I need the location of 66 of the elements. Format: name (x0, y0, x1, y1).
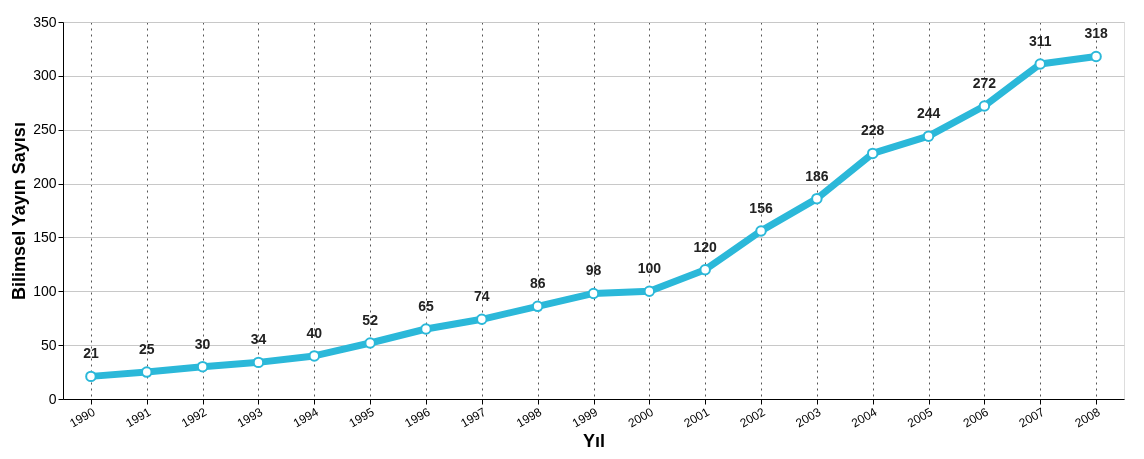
data-label: 40 (306, 324, 323, 341)
point (196, 360, 209, 373)
x-tick-label: 1999 (569, 404, 601, 431)
x-tick-label: 1994 (290, 404, 322, 431)
data-label: 52 (362, 311, 379, 328)
x-tick-label: 1997 (458, 404, 489, 431)
data-label: 244 (916, 105, 941, 122)
y-tick-label: 100 (33, 282, 57, 299)
point (420, 323, 432, 335)
point (699, 264, 711, 276)
point (587, 287, 600, 300)
x-tick-label: 1993 (234, 404, 266, 431)
x-tick-label: 1998 (514, 404, 545, 431)
x-tick-label: 2004 (849, 404, 880, 431)
point (364, 337, 376, 349)
y-tick-label: 0 (48, 390, 57, 407)
data-label: 272 (972, 75, 997, 92)
data-label: 100 (637, 260, 662, 277)
y-tick-label: 250 (33, 121, 57, 138)
point (141, 366, 153, 378)
y-tick-label: 150 (33, 228, 57, 245)
data-label: 30 (194, 335, 211, 352)
x-tick-label: 1996 (402, 404, 433, 431)
x-tick-label: 2006 (960, 404, 992, 431)
x-tick-label: 2005 (904, 404, 936, 431)
point (308, 350, 321, 362)
point (85, 370, 97, 383)
data-label: 86 (529, 275, 546, 292)
x-tick-label: 2001 (681, 404, 712, 431)
x-tick-label: 2002 (737, 404, 768, 431)
point (866, 147, 879, 160)
data-label: 98 (585, 262, 602, 279)
y-tick-label: 350 (33, 13, 57, 30)
data-label: 21 (83, 345, 99, 362)
point (476, 313, 488, 326)
data-label: 34 (250, 331, 267, 348)
point (922, 130, 935, 142)
x-tick-label: 1990 (67, 404, 98, 431)
data-label: 311 (1028, 33, 1052, 50)
x-axis-title: Yıl (582, 431, 606, 452)
x-tick-label: 1992 (178, 404, 210, 431)
point (811, 192, 823, 205)
data-label: 186 (805, 167, 829, 184)
x-tick-label: 2003 (793, 404, 824, 431)
x-tick-label: 2000 (625, 404, 657, 431)
point (978, 100, 991, 112)
data-label: 65 (418, 297, 434, 314)
data-label: 74 (474, 288, 490, 305)
data-label: 120 (693, 238, 718, 255)
point (252, 356, 265, 369)
data-label: 228 (861, 122, 885, 139)
y-tick-label: 200 (33, 175, 57, 192)
point (1090, 50, 1102, 63)
x-tick-label: 1995 (346, 404, 377, 431)
point (755, 225, 767, 237)
y-tick-label: 50 (40, 336, 57, 353)
x-tick-label: 2008 (1072, 404, 1103, 431)
data-label: 25 (138, 341, 155, 358)
point (531, 300, 544, 313)
y-tick-label: 300 (33, 67, 57, 84)
y-axis-title: Bilimsel Yayın Sayısı (9, 122, 30, 300)
data-label: 318 (1084, 25, 1108, 42)
point (643, 285, 656, 298)
data-label: 156 (749, 199, 773, 216)
x-tick-label: 1991 (123, 404, 154, 431)
point (1034, 58, 1046, 70)
